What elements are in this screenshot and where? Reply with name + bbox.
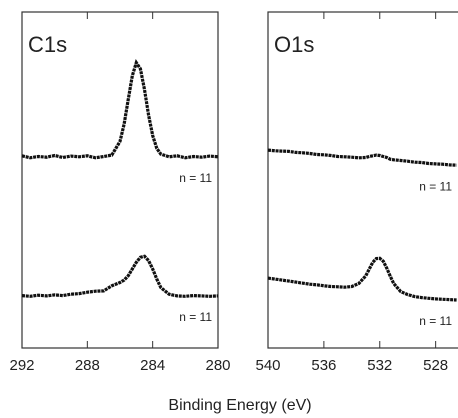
series-label: n = 11: [179, 310, 212, 324]
x-tick-label: 532: [367, 357, 392, 374]
x-axis-label: Binding Energy (eV): [168, 397, 311, 414]
x-tick-label: 528: [423, 357, 448, 374]
spectrum: [21, 254, 219, 298]
x-tick-label: 292: [9, 357, 34, 374]
x-tick-label: 284: [140, 357, 165, 374]
series-label: n = 11: [179, 171, 212, 185]
x-tick-label: 536: [311, 357, 336, 374]
x-tick-label: 288: [75, 357, 100, 374]
spectrum: [21, 59, 219, 160]
spectrum: [267, 148, 457, 167]
x-tick-label: 540: [255, 357, 280, 374]
x-tick-label: 280: [205, 357, 230, 374]
panel-title: O1s: [274, 32, 314, 57]
series-label: n = 11: [419, 179, 452, 193]
plot-frame: [21, 11, 219, 349]
plot-frame: [267, 11, 458, 349]
spectrum: [267, 256, 457, 302]
series-label: n = 11: [419, 314, 452, 328]
panel-title: C1s: [28, 32, 67, 57]
